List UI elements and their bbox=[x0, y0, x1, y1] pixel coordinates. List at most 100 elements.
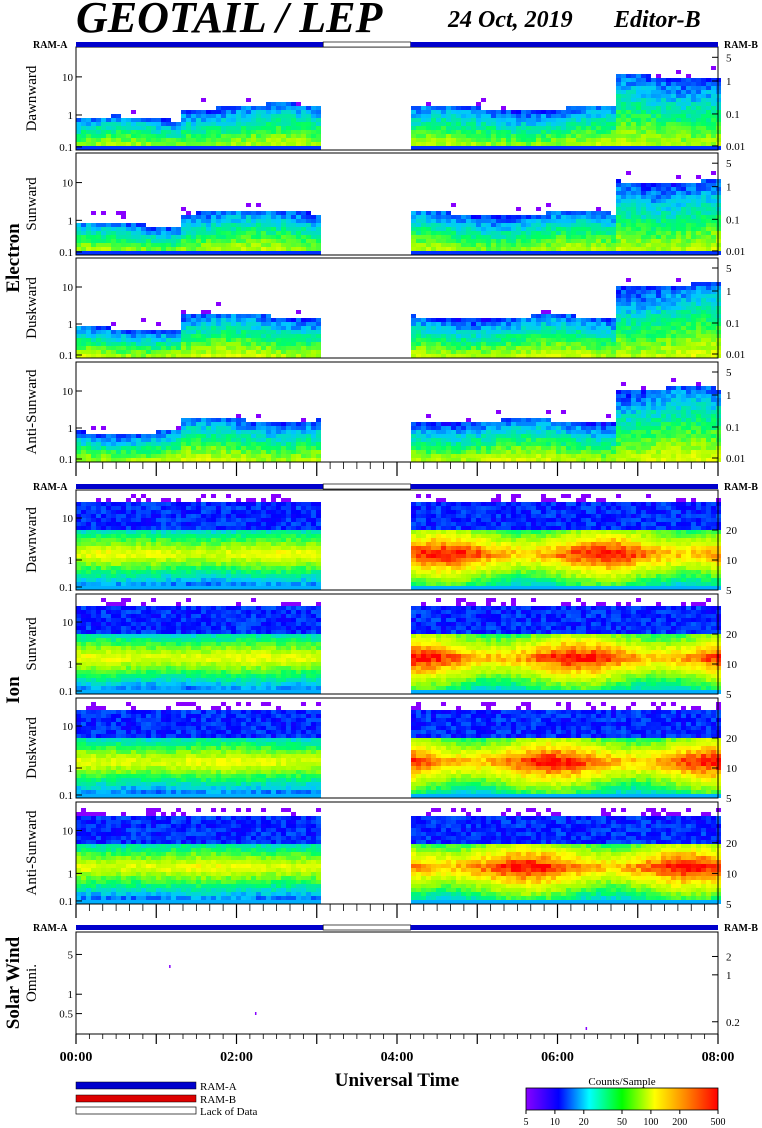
heatmap-cell bbox=[86, 450, 91, 454]
heatmap-cell bbox=[491, 422, 496, 426]
heatmap-cell bbox=[491, 450, 496, 454]
heatmap-cell bbox=[621, 90, 626, 94]
heatmap-cell bbox=[666, 94, 671, 98]
heatmap-cell bbox=[121, 223, 126, 227]
heatmap-cell bbox=[506, 126, 511, 130]
heatmap-cell bbox=[571, 106, 576, 110]
heatmap-cell bbox=[666, 334, 671, 338]
heatmap-cell bbox=[146, 446, 151, 450]
heatmap-cell bbox=[196, 243, 201, 247]
heatmap-cell bbox=[411, 438, 416, 442]
heatmap-cell bbox=[101, 122, 106, 126]
heatmap-cell bbox=[631, 430, 636, 434]
heatmap-cell bbox=[301, 239, 306, 243]
heatmap-cell bbox=[641, 74, 646, 78]
heatmap-cell bbox=[651, 454, 656, 458]
heatmap-cell bbox=[626, 227, 631, 231]
heatmap-cell bbox=[656, 251, 661, 255]
heatmap-cell bbox=[246, 146, 251, 150]
heatmap-cell bbox=[686, 342, 691, 346]
heatmap-cell bbox=[186, 247, 191, 251]
heatmap-cell bbox=[656, 294, 661, 298]
heatmap-cell bbox=[451, 454, 456, 458]
heatmap-cell bbox=[81, 338, 86, 342]
heatmap-cell bbox=[291, 114, 296, 118]
heatmap-cell bbox=[256, 235, 261, 239]
heatmap-cell bbox=[181, 322, 186, 326]
heatmap-cell bbox=[676, 302, 681, 306]
heatmap-cell bbox=[606, 414, 611, 418]
heatmap-cell bbox=[521, 426, 526, 430]
heatmap-cell bbox=[116, 114, 121, 118]
heatmap-cell bbox=[651, 394, 656, 398]
heatmap-cell bbox=[711, 302, 716, 306]
heatmap-cell bbox=[511, 322, 516, 326]
heatmap-cell bbox=[676, 342, 681, 346]
heatmap-cell bbox=[111, 446, 116, 450]
heatmap-cell bbox=[201, 247, 206, 251]
heatmap-cell bbox=[631, 86, 636, 90]
heatmap-cell bbox=[646, 406, 651, 410]
heatmap-cell bbox=[461, 322, 466, 326]
heatmap-cell bbox=[211, 342, 216, 346]
heatmap-cell bbox=[601, 326, 606, 330]
heatmap-cell bbox=[271, 430, 276, 434]
heatmap-cell bbox=[586, 446, 591, 450]
heatmap-cell bbox=[456, 454, 461, 458]
heatmap-cell bbox=[586, 247, 591, 251]
heatmap-cell bbox=[481, 219, 486, 223]
heatmap-cell bbox=[616, 306, 621, 310]
heatmap-cell bbox=[496, 118, 501, 122]
heatmap-cell bbox=[636, 342, 641, 346]
y-tick-label-right: 1 bbox=[726, 76, 732, 88]
heatmap-cell bbox=[476, 350, 481, 354]
heatmap-cell bbox=[536, 235, 541, 239]
heatmap-cell bbox=[156, 430, 161, 434]
heatmap-cell bbox=[416, 130, 421, 134]
heatmap-cell bbox=[656, 94, 661, 98]
heatmap-cell bbox=[521, 442, 526, 446]
heatmap-cell bbox=[591, 235, 596, 239]
heatmap-cell bbox=[561, 346, 566, 350]
heatmap-cell bbox=[111, 130, 116, 134]
heatmap-cell bbox=[686, 294, 691, 298]
heatmap-cell bbox=[416, 342, 421, 346]
heatmap-cell bbox=[181, 231, 186, 235]
heatmap-cell bbox=[491, 130, 496, 134]
heatmap-cell bbox=[676, 326, 681, 330]
heatmap-cell bbox=[241, 450, 246, 454]
heatmap-cell bbox=[111, 338, 116, 342]
heatmap-cell bbox=[496, 251, 501, 255]
heatmap-cell bbox=[551, 114, 556, 118]
heatmap-cell bbox=[411, 122, 416, 126]
heatmap-cell bbox=[476, 223, 481, 227]
heatmap-cell bbox=[296, 338, 301, 342]
heatmap-cell bbox=[446, 110, 451, 114]
heatmap-cell bbox=[246, 235, 251, 239]
heatmap-cell bbox=[121, 450, 126, 454]
heatmap-cell bbox=[646, 231, 651, 235]
heatmap-cell bbox=[656, 231, 661, 235]
heatmap-cell bbox=[131, 438, 136, 442]
heatmap-cell bbox=[196, 426, 201, 430]
heatmap-cell bbox=[416, 334, 421, 338]
heatmap-cell bbox=[191, 122, 196, 126]
heatmap-cell bbox=[236, 227, 241, 231]
heatmap-cell bbox=[171, 446, 176, 450]
heatmap-cell bbox=[236, 146, 241, 150]
heatmap-cell bbox=[316, 106, 321, 110]
heatmap-cell bbox=[491, 322, 496, 326]
heatmap-cell bbox=[501, 326, 506, 330]
heatmap-cell bbox=[431, 322, 436, 326]
heatmap-cell bbox=[436, 350, 441, 354]
heatmap-cell bbox=[636, 418, 641, 422]
heatmap-cell bbox=[106, 354, 111, 358]
heatmap-cell bbox=[211, 354, 216, 358]
heatmap-cell bbox=[701, 118, 706, 122]
heatmap-cell bbox=[556, 438, 561, 442]
heatmap-cell bbox=[271, 326, 276, 330]
heatmap-cell bbox=[151, 239, 156, 243]
heatmap-cell bbox=[111, 442, 116, 446]
heatmap-cell bbox=[116, 338, 121, 342]
heatmap-cell bbox=[251, 251, 256, 255]
